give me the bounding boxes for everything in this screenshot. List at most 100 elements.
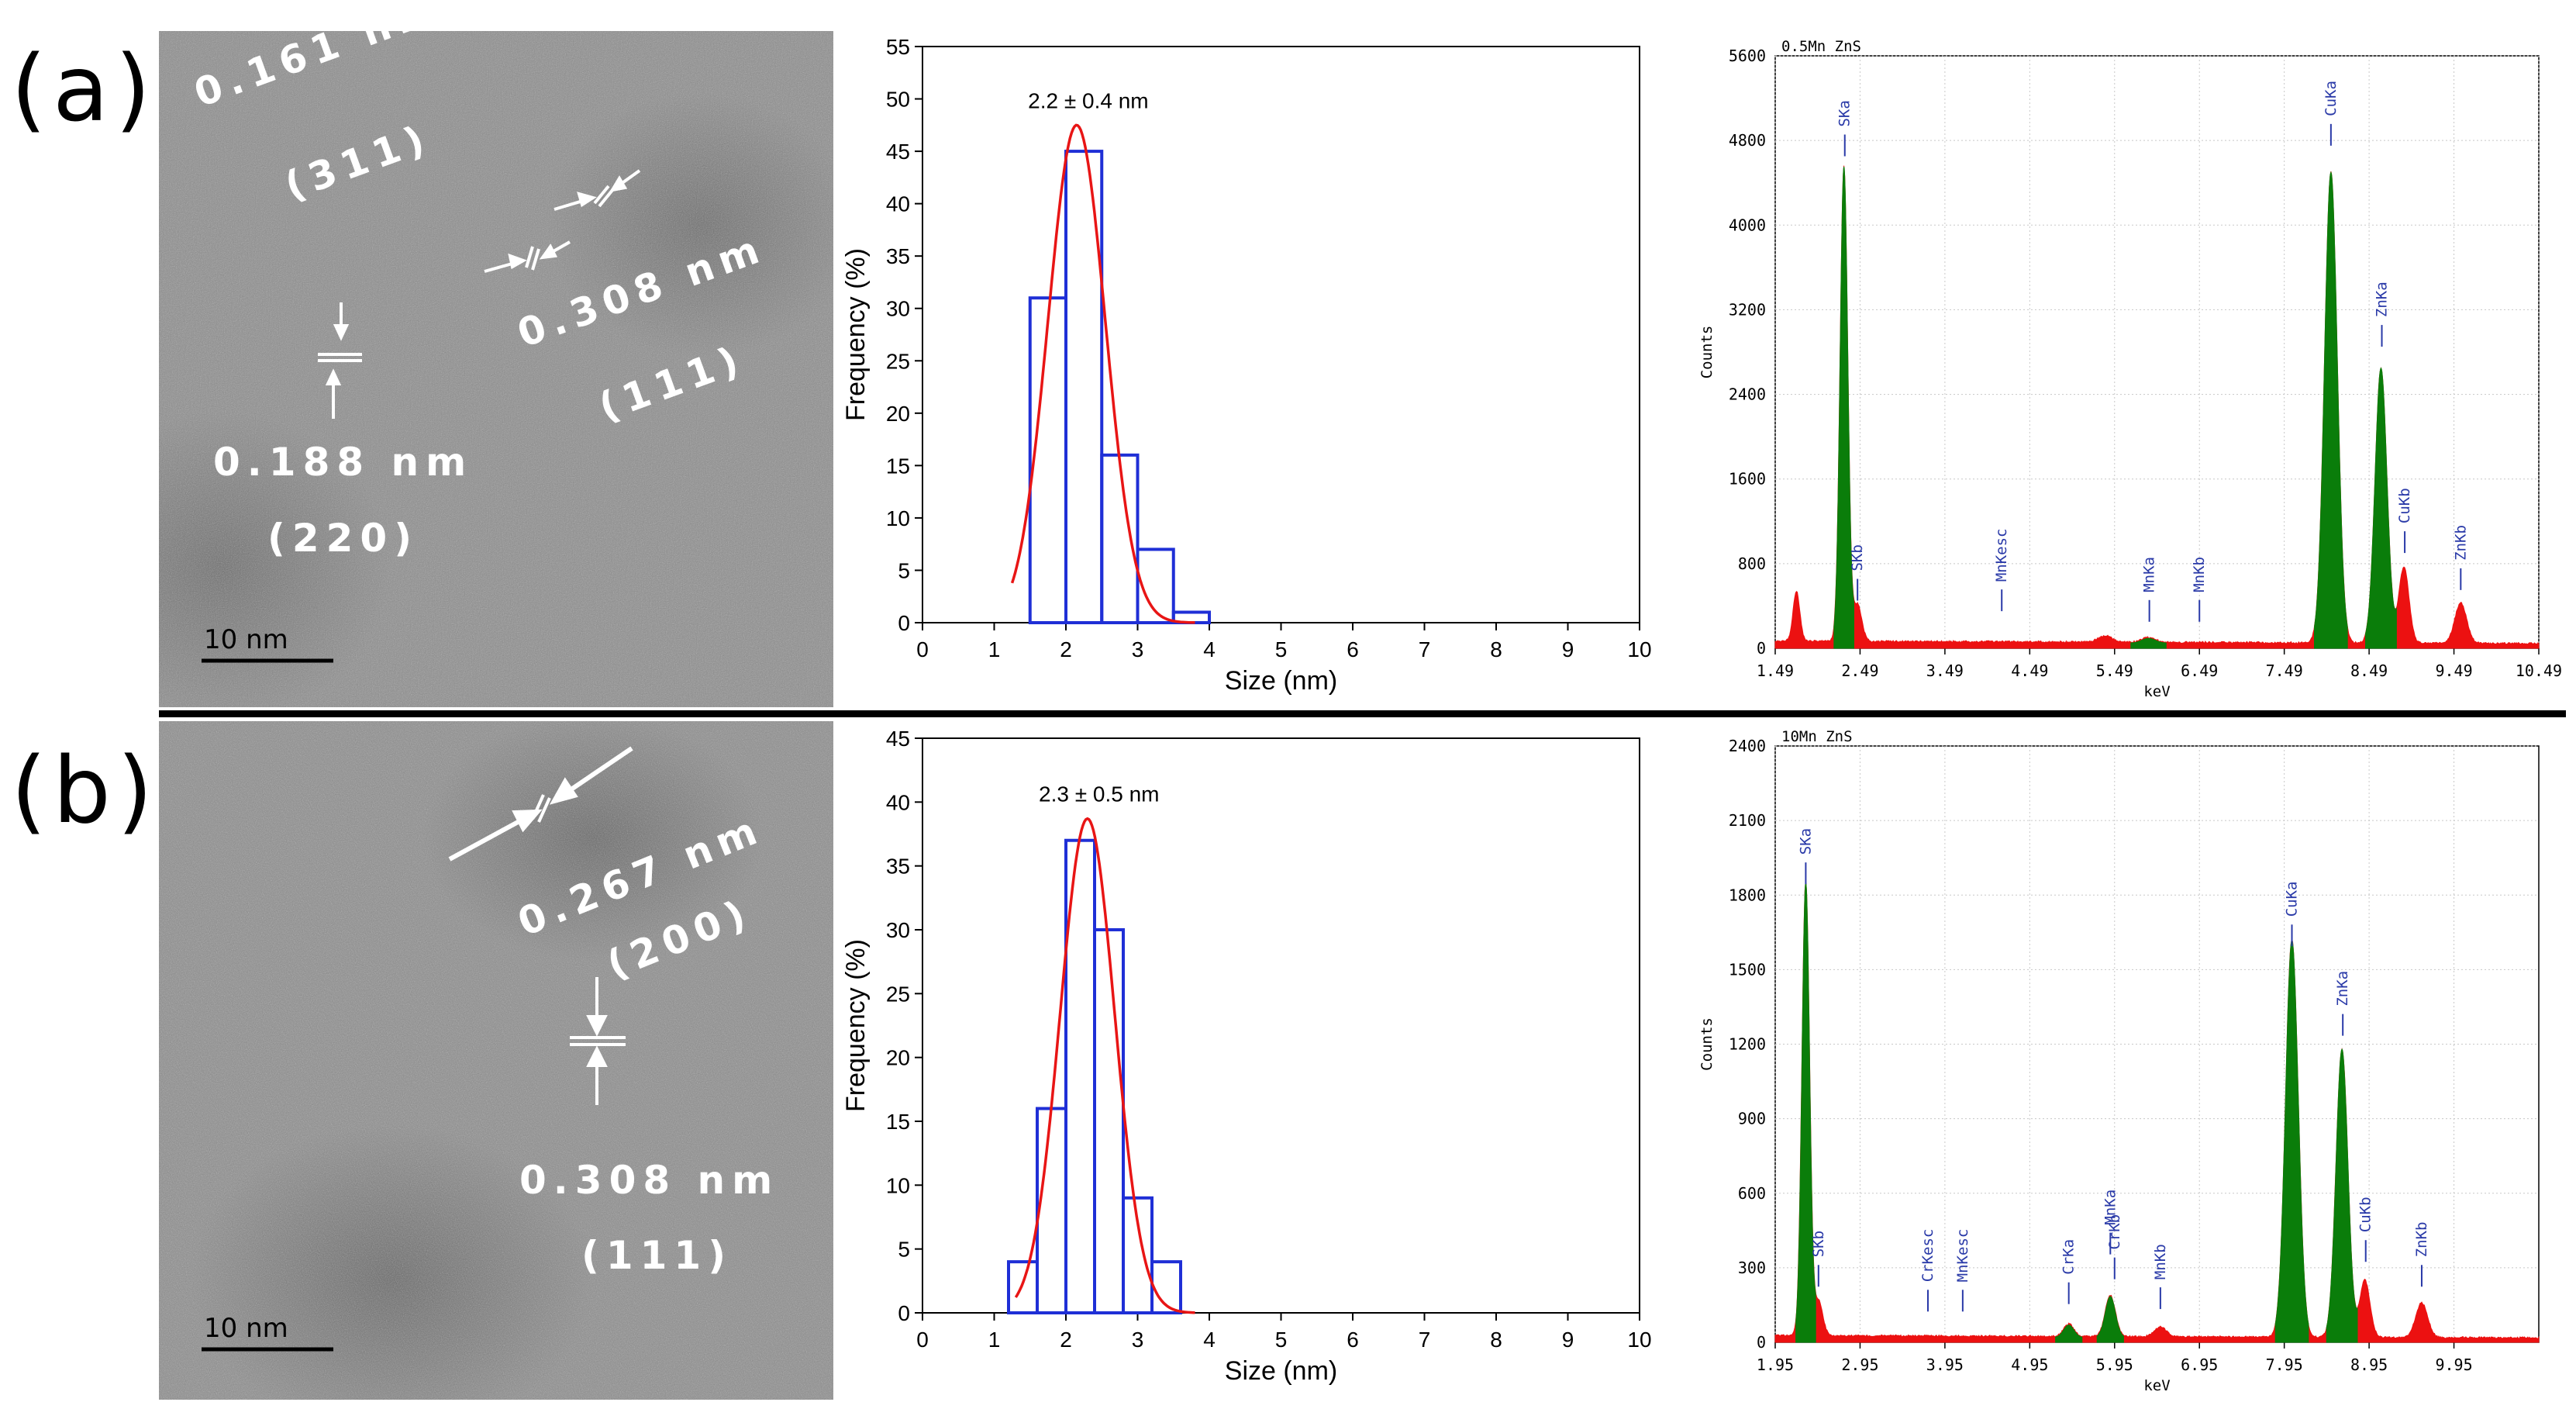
y-tick-label: 2400	[1729, 737, 1766, 755]
y-tick-label: 5600	[1729, 47, 1766, 65]
x-tick-label: 9.95	[2435, 1355, 2472, 1374]
x-tick-label: 9	[1562, 637, 1574, 661]
y-axis-label: Counts	[1698, 1017, 1716, 1071]
histogram-bar	[1093, 928, 1125, 1314]
peak-label: ZnKa	[2374, 281, 2391, 317]
x-tick-label: 7.49	[2266, 661, 2303, 680]
x-tick-label: 10	[1627, 637, 1651, 661]
histogram-bar	[1036, 1107, 1067, 1314]
y-tick-label: 35	[886, 244, 910, 268]
y-tick-label: 0	[898, 611, 910, 635]
x-tick-label: 6	[1347, 1328, 1359, 1352]
x-tick-label: 5	[1275, 1328, 1288, 1352]
x-tick-label: 9.49	[2435, 661, 2472, 680]
y-tick-label: 600	[1738, 1184, 1766, 1203]
y-tick-label: 30	[886, 918, 910, 942]
y-tick-label: 50	[886, 88, 910, 112]
x-tick-label: 1	[988, 1328, 1001, 1352]
y-tick-label: 45	[886, 140, 910, 164]
x-axis-label: keV	[2143, 683, 2170, 700]
peak-label: MnKb	[2191, 557, 2208, 592]
x-tick-label: 5.95	[2096, 1355, 2133, 1374]
y-axis-label: Frequency (%)	[841, 939, 871, 1112]
x-tick-label: 4.95	[2011, 1355, 2048, 1374]
peak-label: MnKesc	[1993, 529, 2010, 582]
y-tick-label: 2100	[1729, 811, 1766, 830]
y-axis-label: Counts	[1698, 326, 1716, 379]
x-tick-label: 7.95	[2266, 1355, 2303, 1374]
x-tick-label: 4	[1203, 637, 1216, 661]
x-tick-label: 2.95	[1841, 1355, 1878, 1374]
peak-label: CuKb	[2357, 1197, 2374, 1232]
miller-index-label: (111)	[581, 1233, 733, 1278]
x-tick-label: 5	[1275, 637, 1288, 661]
panel-label-a: (a)	[11, 35, 157, 142]
x-tick-label: 3.95	[1926, 1355, 1964, 1374]
peak-label: ZnKb	[2413, 1221, 2430, 1257]
x-tick-label: 6.95	[2181, 1355, 2218, 1374]
y-tick-label: 4000	[1729, 216, 1766, 234]
y-tick-label: 0	[1757, 639, 1766, 658]
element-peak	[1833, 166, 1854, 649]
x-tick-label: 7	[1419, 637, 1431, 661]
element-peak	[2326, 1048, 2358, 1343]
y-tick-label: 1800	[1729, 886, 1766, 904]
tem-image-a: 0.161 nm (311) 0.308 nm (111) 0.188 nm (…	[159, 31, 833, 707]
tem-texture-a	[159, 31, 833, 707]
peak-label: SKb	[1849, 544, 1866, 571]
y-tick-label: 900	[1738, 1110, 1766, 1128]
histogram-bar	[1136, 547, 1175, 624]
y-tick-label: 30	[886, 297, 910, 321]
histogram-bar	[1122, 1196, 1154, 1314]
element-peak	[2055, 1324, 2083, 1343]
x-tick-label: 1	[988, 637, 1001, 661]
gaussian-fit-curve	[1010, 123, 1195, 624]
spectrum-title: 10Mn ZnS	[1781, 728, 1853, 745]
peak-label: MnKa	[2141, 557, 2158, 592]
x-tick-label: 9	[1562, 1328, 1574, 1352]
peak-label: ZnKa	[2334, 971, 2351, 1007]
y-tick-label: 55	[886, 35, 910, 59]
x-tick-label: 2	[1060, 637, 1072, 661]
y-tick-label: 300	[1738, 1259, 1766, 1277]
y-tick-label: 10	[886, 506, 910, 530]
peak-label: CuKa	[2323, 81, 2340, 116]
peak-label: SKb	[1810, 1231, 1827, 1257]
x-tick-label: 10.49	[2516, 661, 2562, 680]
x-axis-label: Size (nm)	[1225, 666, 1337, 696]
x-tick-label: 10	[1627, 1328, 1651, 1352]
y-tick-label: 25	[886, 349, 910, 373]
y-tick-label: 0	[1757, 1333, 1766, 1352]
eds-spectrum-b: 1.95 2.95 3.95 4.95 5.95 6.95 7.95 8.95 9.95 0 300…	[1698, 728, 2540, 1394]
x-axis-label: keV	[2143, 1377, 2170, 1394]
x-tick-label: 4.49	[2011, 661, 2048, 680]
panel-divider	[159, 710, 2566, 717]
x-tick-label: 8.49	[2350, 661, 2388, 680]
y-tick-label: 3200	[1729, 300, 1766, 319]
peak-label: CuKa	[2284, 882, 2301, 917]
y-tick-label: 1600	[1729, 470, 1766, 489]
histogram-bar	[1150, 1260, 1182, 1315]
x-tick-label: 8.95	[2350, 1355, 2388, 1374]
element-peak	[2314, 171, 2348, 649]
y-tick-label: 4800	[1729, 131, 1766, 150]
x-tick-label: 3	[1132, 637, 1144, 661]
histogram-bar	[1028, 296, 1067, 624]
eds-spectrum-a: 1.49 2.49 3.49 4.49 5.49 6.49 7.49 8.49 9.49 10.4…	[1698, 38, 2562, 700]
y-tick-label: 15	[886, 1110, 910, 1134]
x-axis-label: Size (nm)	[1225, 1356, 1337, 1386]
mean-size-annotation: 2.2 ± 0.4 nm	[1028, 88, 1148, 112]
peak-label: CuKb	[2396, 488, 2413, 523]
peak-label: SKa	[1797, 828, 1814, 855]
y-tick-label: 15	[886, 454, 910, 478]
peak-label: MnKb	[2152, 1244, 2169, 1279]
x-tick-label: 0	[916, 637, 929, 661]
peak-label: CrKesc	[1919, 1229, 1936, 1283]
peak-label: ZnKb	[2452, 525, 2469, 561]
tem-texture-b	[159, 721, 833, 1400]
x-tick-label: 2	[1060, 1328, 1072, 1352]
scale-bar-label: 10 nm	[204, 1313, 288, 1344]
histogram-bar	[1064, 150, 1104, 625]
spectrum-title: 0.5Mn ZnS	[1781, 38, 1861, 55]
